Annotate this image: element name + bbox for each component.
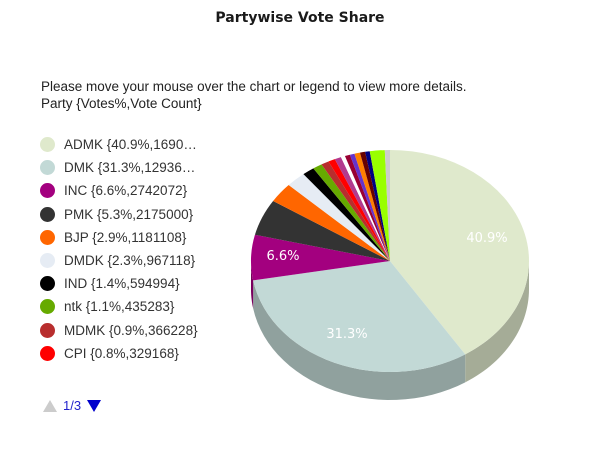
pie-slice[interactable] [313,164,390,261]
pie-slice-label: 6.6% [266,249,299,264]
pie-slice[interactable] [340,155,390,261]
legend-color-dot-icon [40,276,55,292]
page-down-icon[interactable] [87,399,102,412]
legend-color-dot-icon [40,253,55,269]
legend-color-dot-icon [40,345,55,361]
pie-slice[interactable] [253,261,466,372]
pie-slice[interactable] [321,161,390,261]
legend-color-dot-icon [40,183,55,199]
legend-item[interactable]: IND {1.4%,594994} [40,272,198,295]
legend-color-dot-icon [40,206,55,222]
legend-color-dot-icon [40,299,55,315]
pie-slice-label: 31.3% [326,327,367,342]
pie-slice-label: 40.9% [466,231,507,246]
pie-slice[interactable] [303,168,390,261]
legend-label: ADMK {40.9%,1690… [64,137,197,153]
legend-color-dot-icon [40,160,55,176]
page-indicator: 1/3 [63,398,82,413]
legend-label: CPI {0.8%,329168} [64,345,179,361]
pie-slice[interactable] [365,151,390,261]
legend-pager: 1/3 [43,398,102,413]
pie-slice[interactable] [369,150,390,261]
legend-item[interactable]: INC {6.6%,2742072} [40,179,198,202]
pie-slice[interactable] [384,150,390,261]
pie-slice[interactable] [349,153,390,261]
legend-item[interactable]: DMDK {2.3%,967118} [40,249,198,272]
legend-item[interactable]: BJP {2.9%,1181108} [40,226,198,249]
pie-slice[interactable] [254,200,390,261]
instructions-format: Party {Votes%,Vote Count} [41,96,202,111]
legend: ADMK {40.9%,1690… DMK {31.3%,12936… INC {6… [40,133,198,365]
pie-slice[interactable] [328,159,390,261]
pie-slice[interactable] [390,150,529,355]
chart-title: Partywise Vote Share [215,10,385,26]
legend-label: BJP {2.9%,1181108} [64,229,187,245]
legend-item[interactable]: ntk {1.1%,435283} [40,295,198,318]
pie-slice[interactable] [288,174,390,261]
instructions: Please move your mouse over the chart or… [41,78,466,112]
pie-slice[interactable] [273,185,390,261]
legend-label: IND {1.4%,594994} [64,276,180,292]
pie-slice[interactable] [344,154,390,261]
legend-color-dot-icon [40,322,55,338]
legend-label: DMK {31.3%,12936… [64,160,196,176]
legend-label: PMK {5.3%,2175000} [64,206,194,222]
legend-color-dot-icon [40,229,55,245]
legend-label: INC {6.6%,2742072} [64,183,188,199]
legend-item[interactable]: CPI {0.8%,329168} [40,342,198,365]
legend-label: MDMK {0.9%,366228} [64,322,198,338]
legend-item[interactable]: DMK {31.3%,12936… [40,156,198,179]
legend-item[interactable]: PMK {5.3%,2175000} [40,203,198,226]
instructions-hint: Please move your mouse over the chart or… [41,79,467,94]
pie-slice-side [465,261,529,383]
legend-color-dot-icon [40,137,55,153]
legend-item[interactable]: ADMK {40.9%,1690… [40,133,198,156]
legend-label: DMDK {2.3%,967118} [64,253,196,269]
pie-slice[interactable] [251,234,390,281]
pie-slice[interactable] [334,157,390,261]
legend-label: ntk {1.1%,435283} [64,299,175,315]
pie-slice-side [253,280,466,400]
pie-slice-side [251,261,254,309]
pie-slice[interactable] [359,151,390,261]
pie-slice[interactable] [354,152,390,261]
legend-item[interactable]: MDMK {0.9%,366228} [40,319,198,342]
page-up-icon[interactable] [43,399,57,412]
